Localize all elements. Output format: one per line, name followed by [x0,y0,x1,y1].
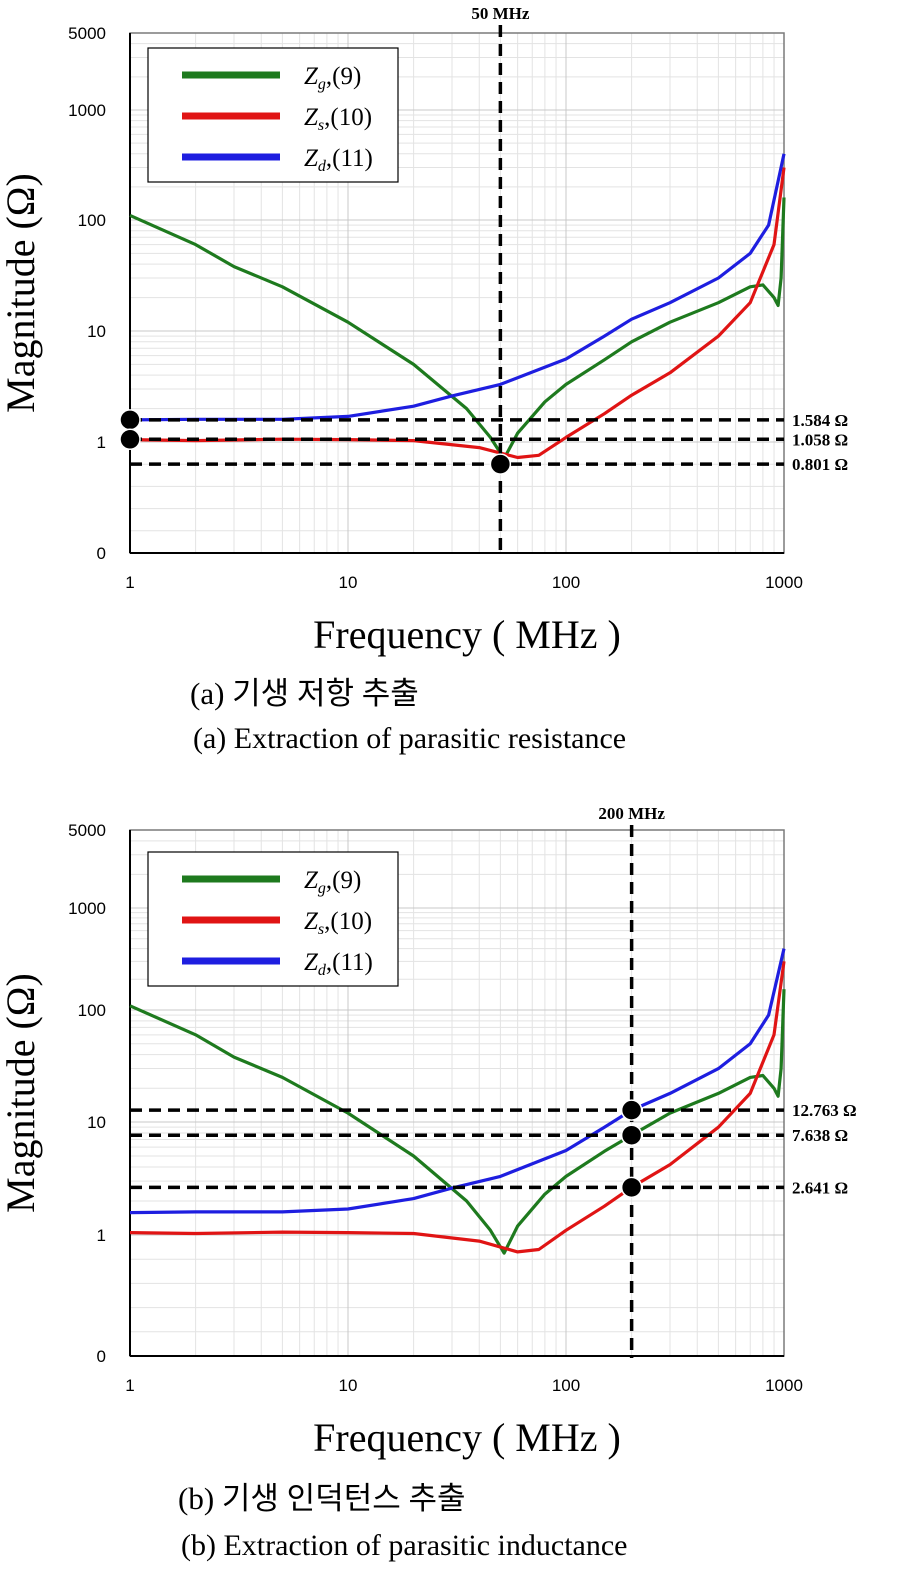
series-line-zd [129,153,786,422]
x-tick-label: 10 [339,1376,358,1395]
data-marker [119,428,141,451]
data-marker [489,453,512,475]
caption-b-korean: (b) 기생 인덕턴스 추출 [178,1481,466,1516]
v-reference-label: 50 MHz [471,4,530,23]
data-marker [620,1099,643,1121]
series-line-zd [129,948,786,1215]
y-tick-label: 1 [97,1226,106,1245]
series-line-zs [129,167,786,460]
x-tick-label: 100 [552,573,580,592]
x-axis-title: Frequency ( MHz ) [313,1415,621,1460]
y-tick-label: 1000 [68,101,106,120]
x-tick-label: 1000 [765,573,803,592]
legend-label: Zs,(10) [304,908,372,938]
h-reference-label: 1.584 Ω [792,411,848,430]
y-axis-title: Magnitude (Ω) [0,973,43,1213]
y-tick-label: 10 [87,1113,106,1132]
y-tick-label: 5000 [68,24,106,43]
x-tick-label: 1000 [765,1376,803,1395]
h-reference-label: 2.641 Ω [792,1178,848,1197]
y-tick-label: 0 [97,544,106,563]
x-tick-label: 1 [125,573,134,592]
x-axis-title: Frequency ( MHz ) [313,612,621,657]
x-tick-label: 10 [339,573,358,592]
legend-label: Zg,(9) [304,63,361,93]
y-tick-label: 0 [97,1347,106,1366]
y-axis-title: Magnitude (Ω) [0,173,43,413]
h-reference-label: 1.058 Ω [792,430,848,449]
data-marker [620,1124,643,1146]
h-reference-label: 12.763 Ω [792,1101,857,1120]
y-tick-label: 1 [97,433,106,452]
x-tick-label: 1 [125,1376,134,1395]
y-tick-label: 10 [87,322,106,341]
legend: Zg,(9) Zs,(10) Zd,(11) [147,851,399,987]
caption-b-english: (b) Extraction of parasitic inductance [181,1529,628,1562]
h-reference-label: 7.638 Ω [792,1126,848,1145]
h-reference-label: 0.801 Ω [792,455,848,474]
data-marker [620,1176,643,1199]
legend-label: Zs,(10) [304,104,372,134]
series-line-zg [129,197,786,461]
data-marker [119,409,141,431]
legend-label: Zd,(11) [304,145,373,175]
y-tick-label: 100 [78,1001,106,1020]
legend: Zg,(9) Zs,(10) Zd,(11) [147,47,399,183]
y-tick-label: 5000 [68,821,106,840]
caption-a-english: (a) Extraction of parasitic resistance [193,722,627,755]
y-tick-label: 1000 [68,899,106,918]
legend-label: Zd,(11) [304,949,373,979]
series-line-zg [129,989,786,1255]
caption-a-korean: (a) 기생 저항 추출 [190,676,419,711]
legend-label: Zg,(9) [304,867,361,897]
x-tick-label: 100 [552,1376,580,1395]
series-line-zs [129,961,786,1254]
reference-lines [130,825,784,1358]
v-reference-label: 200 MHz [598,804,665,823]
y-tick-label: 100 [78,211,106,230]
